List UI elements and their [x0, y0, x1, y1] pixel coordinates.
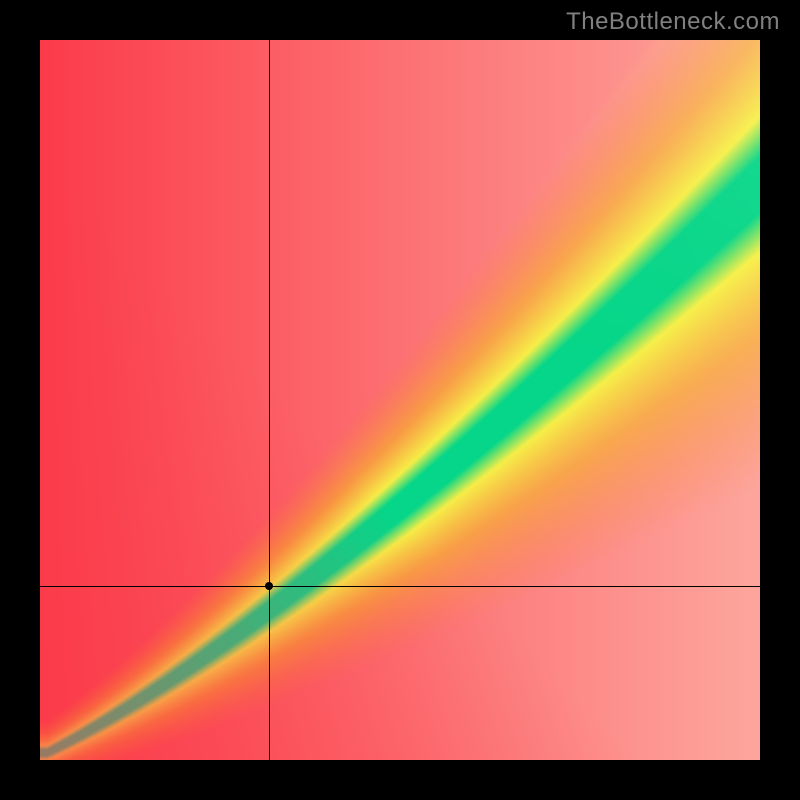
crosshair-vertical: [269, 40, 270, 760]
plot-area: [40, 40, 760, 760]
watermark-text: TheBottleneck.com: [566, 8, 780, 36]
crosshair-horizontal: [40, 586, 760, 587]
heatmap-canvas: [40, 40, 760, 760]
chart-container: { "watermark": "TheBottleneck.com", "cha…: [0, 0, 800, 800]
crosshair-dot: [265, 582, 273, 590]
